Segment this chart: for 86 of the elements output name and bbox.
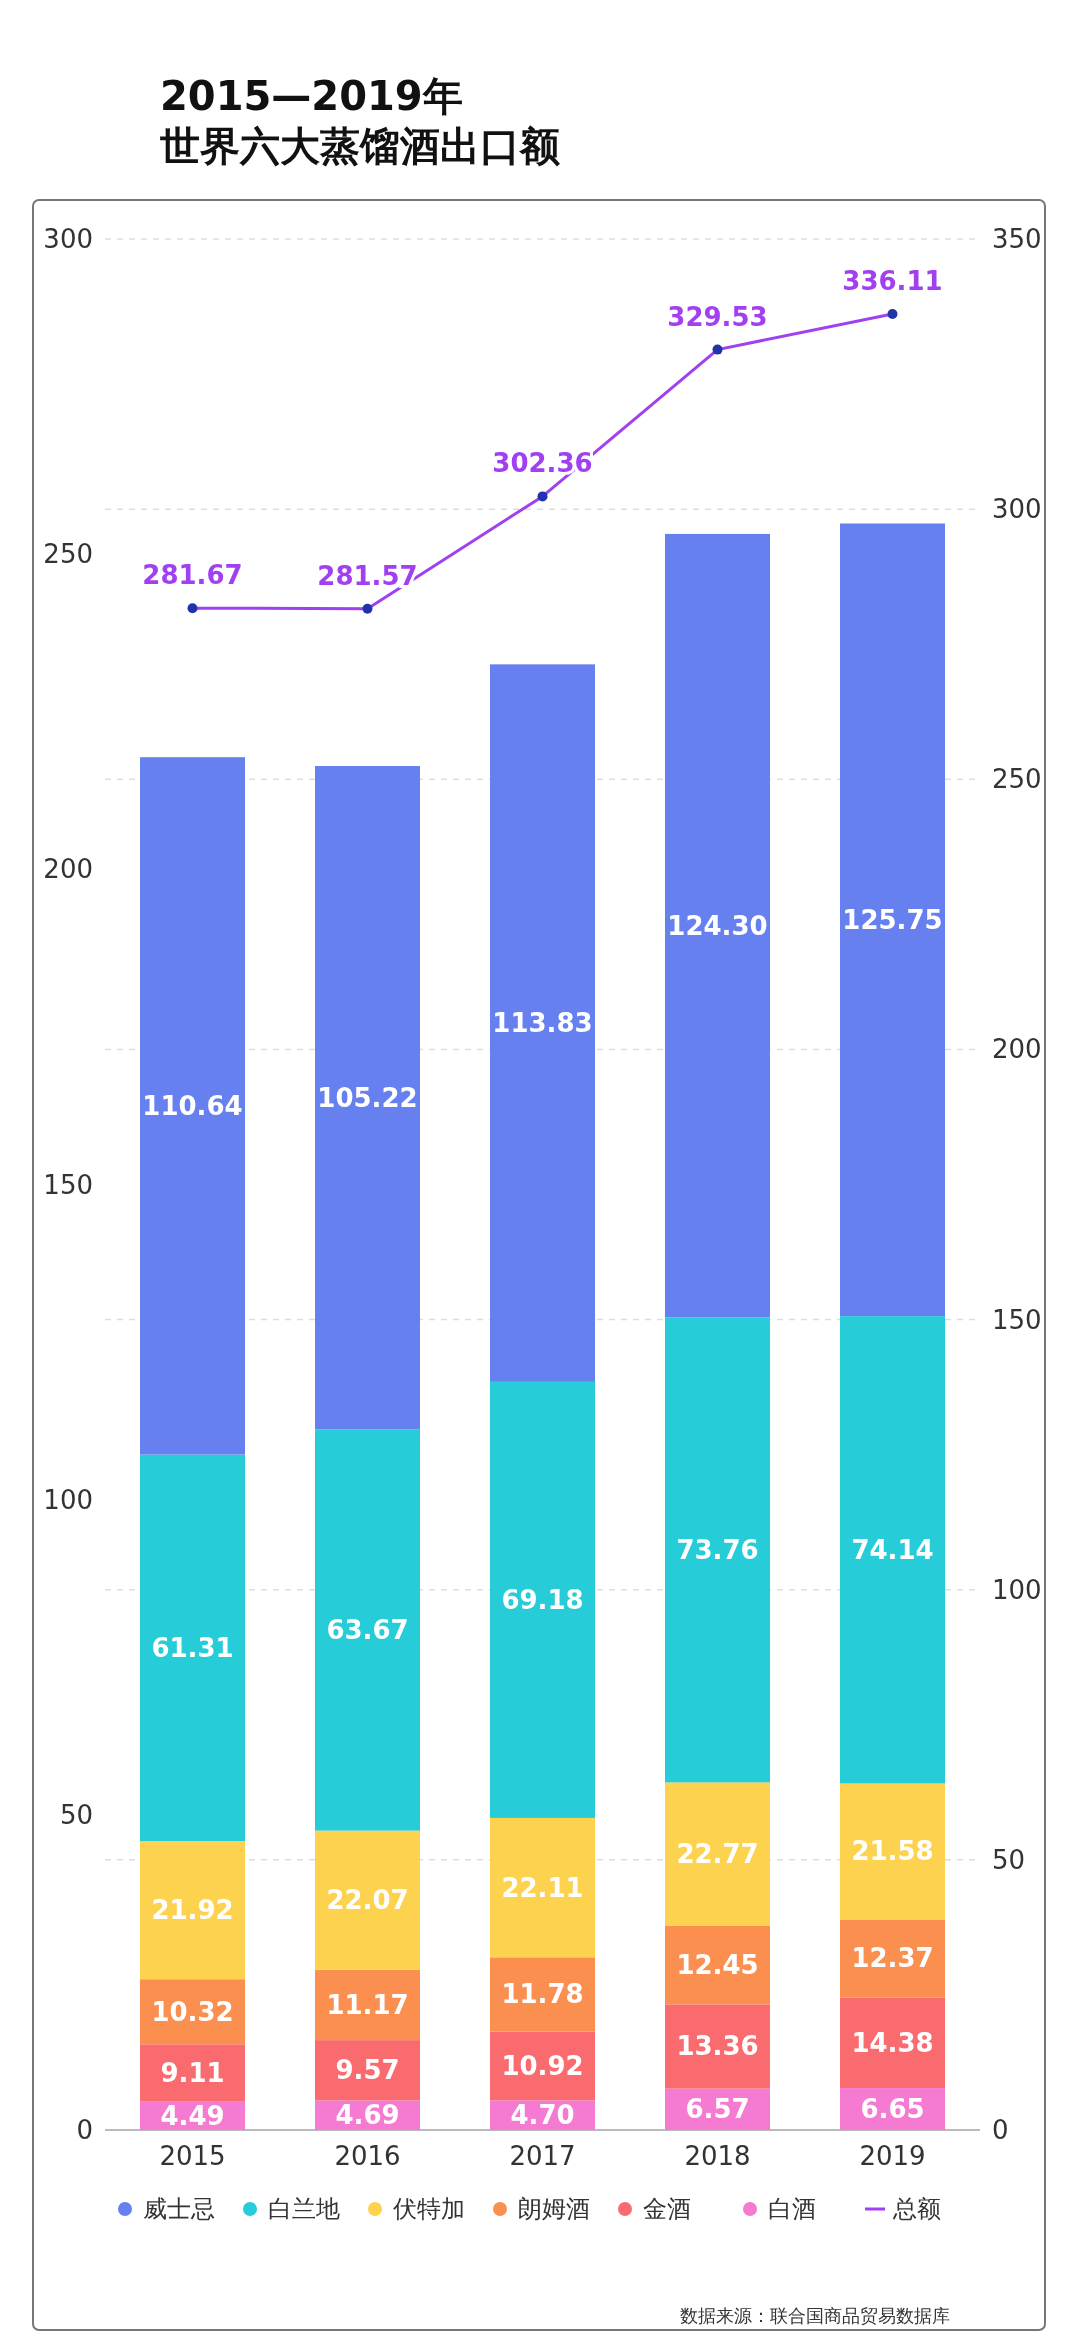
data-label: 21.58 xyxy=(851,1836,934,1867)
y2-tick-label: 250 xyxy=(992,764,1042,795)
bar xyxy=(315,1830,420,1970)
y2-tick-label: 0 xyxy=(992,2115,1009,2145)
data-label: 11.17 xyxy=(326,1989,409,2020)
bar xyxy=(315,2040,420,2101)
legend-label: 朗姆酒 xyxy=(518,2195,590,2223)
x-tick-label: 2018 xyxy=(684,2141,751,2171)
x-tick-label: 2016 xyxy=(334,2141,401,2171)
data-label: 11.78 xyxy=(501,1979,584,2010)
data-label: 22.77 xyxy=(676,1839,759,1870)
y-tick-label: 100 xyxy=(43,1484,93,1515)
data-label: 13.36 xyxy=(676,2031,759,2062)
y2-tick-label: 100 xyxy=(992,1574,1042,1605)
chart-title: 2015—2019年 xyxy=(160,73,463,119)
bar xyxy=(490,664,595,1382)
bar xyxy=(665,533,770,1318)
data-label: 22.07 xyxy=(326,1885,409,1916)
data-label: 73.76 xyxy=(676,1534,759,1565)
data-label: 6.65 xyxy=(860,2094,925,2125)
y-tick-label: 200 xyxy=(43,854,93,885)
data-label: 110.64 xyxy=(142,1090,243,1121)
y2-tick-label: 150 xyxy=(992,1304,1042,1335)
x-tick-label: 2019 xyxy=(859,2141,926,2171)
data-label: 12.45 xyxy=(676,1950,759,1981)
data-label: 4.70 xyxy=(510,2100,575,2131)
data-label: 12.37 xyxy=(851,1943,934,1974)
y2-tick-label: 50 xyxy=(992,1844,1026,1875)
bar xyxy=(140,2044,245,2102)
bar xyxy=(665,1782,770,1926)
bar xyxy=(140,1841,245,1980)
data-label: 124.30 xyxy=(667,910,768,941)
legend-label: 白酒 xyxy=(768,2195,816,2223)
bar xyxy=(840,1316,945,1784)
legend-label: 伏特加 xyxy=(393,2195,465,2223)
data-label: 9.11 xyxy=(160,2057,225,2088)
bar xyxy=(490,1957,595,2032)
bar xyxy=(490,1381,595,1818)
legend-label: 总额 xyxy=(892,2195,941,2223)
x-tick-label: 2015 xyxy=(159,2141,226,2171)
data-label: 125.75 xyxy=(842,904,943,935)
bar xyxy=(140,1454,245,1842)
data-label: 113.83 xyxy=(492,1008,593,1039)
data-label: 9.57 xyxy=(335,2055,400,2086)
legend-label: 威士忌 xyxy=(143,2195,215,2223)
y-tick-label: 250 xyxy=(43,539,93,570)
bar xyxy=(840,1783,945,1920)
data-label: 10.92 xyxy=(501,2050,584,2081)
y-tick-label: 300 xyxy=(43,224,93,254)
data-label: 281.57 xyxy=(317,560,418,591)
y2-tick-label: 350 xyxy=(992,224,1042,254)
data-label: 336.11 xyxy=(842,266,943,297)
data-label: 69.18 xyxy=(501,1584,584,1615)
data-label: 105.22 xyxy=(317,1082,418,1113)
y-tick-label: 50 xyxy=(59,1799,93,1830)
bar xyxy=(315,1429,420,1831)
data-label: 329.53 xyxy=(667,301,768,332)
bar xyxy=(665,2004,770,2089)
source-note: 数据来源：联合国商品贸易数据库 xyxy=(680,2305,950,2326)
data-label: 21.92 xyxy=(151,1895,234,1926)
data-label: 281.67 xyxy=(142,560,243,591)
bar xyxy=(840,1919,945,1998)
data-label: 61.31 xyxy=(151,1632,234,1663)
data-label: 74.14 xyxy=(851,1534,934,1565)
data-label: 63.67 xyxy=(326,1614,409,1645)
bar xyxy=(840,523,945,1317)
data-label: 22.11 xyxy=(501,1872,584,1903)
chart-subtitle: 世界六大蒸馏酒出口额 xyxy=(159,123,560,169)
data-label: 10.32 xyxy=(151,1996,234,2027)
x-tick-label: 2017 xyxy=(509,2141,576,2171)
bar xyxy=(490,1817,595,1958)
y2-tick-label: 200 xyxy=(992,1034,1042,1065)
data-label: 4.49 xyxy=(160,2100,225,2131)
y-tick-label: 0 xyxy=(76,2115,93,2145)
bar xyxy=(315,1969,420,2041)
data-label: 14.38 xyxy=(851,2027,934,2058)
bar xyxy=(140,757,245,1455)
y2-tick-label: 300 xyxy=(992,494,1042,525)
data-label: 6.57 xyxy=(685,2094,750,2125)
bar xyxy=(665,1317,770,1783)
legend-label: 金酒 xyxy=(643,2195,691,2223)
y-tick-label: 150 xyxy=(43,1169,93,1200)
bar xyxy=(315,766,420,1430)
data-label: 4.69 xyxy=(335,2100,400,2131)
legend-label: 白兰地 xyxy=(268,2195,340,2223)
bar xyxy=(840,1997,945,2089)
